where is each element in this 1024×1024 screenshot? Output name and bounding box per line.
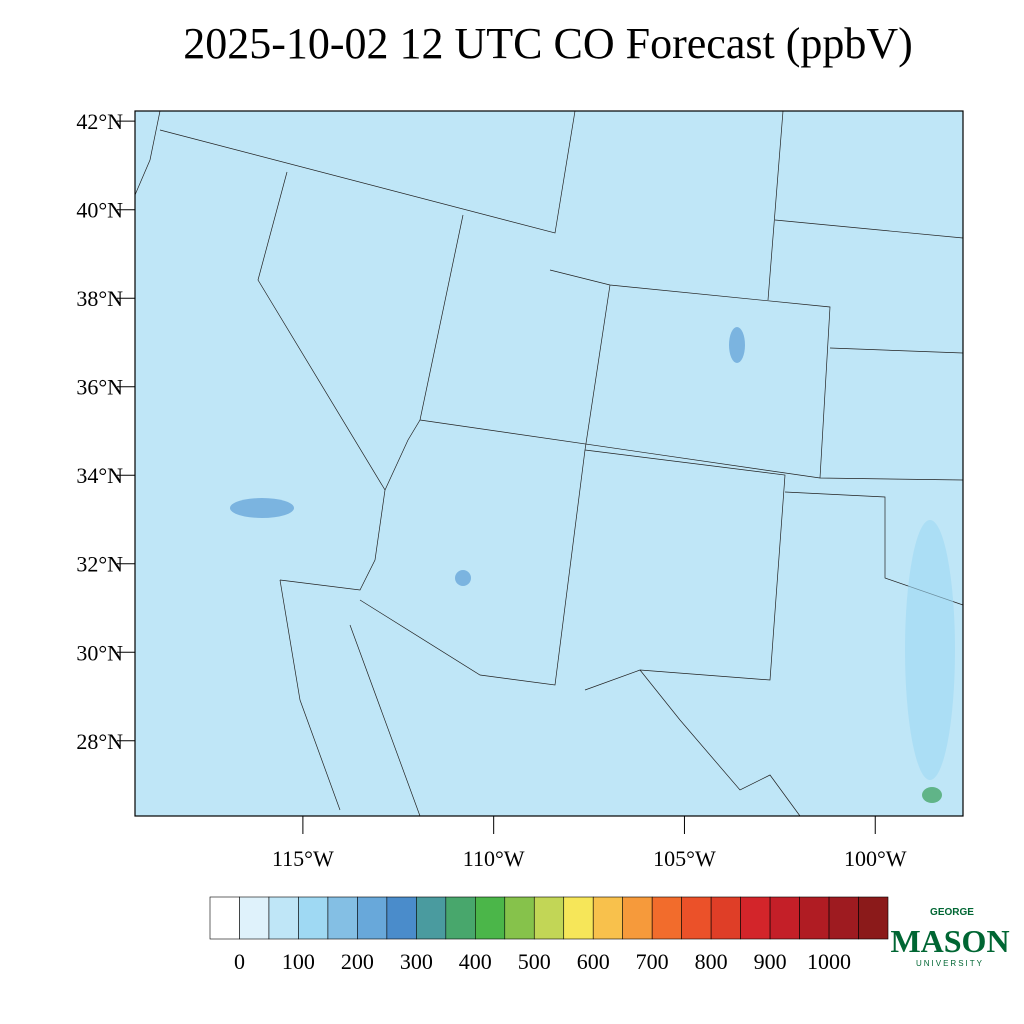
- colorbar-label: 300: [400, 949, 433, 974]
- colorbar-box: [681, 896, 712, 940]
- y-tick-label: 32°N: [76, 552, 123, 577]
- y-tick-label: 40°N: [76, 198, 123, 223]
- map-frame: [134, 110, 964, 817]
- colorbar-box: [858, 896, 889, 940]
- colorbar-label: 800: [695, 949, 728, 974]
- logo: GEORGE MASON UNIVERSITY: [890, 907, 1009, 968]
- colorbar-label: 400: [459, 949, 492, 974]
- colorbar-label: 600: [577, 949, 610, 974]
- colorbar-box: [209, 896, 240, 940]
- map-area: [135, 111, 963, 816]
- colorbar-label: 1000: [807, 949, 851, 974]
- colorbar-label: 700: [636, 949, 669, 974]
- x-tick-label: 110°W: [463, 846, 525, 871]
- y-tick-label: 28°N: [76, 729, 123, 754]
- y-tick-label: 38°N: [76, 286, 123, 311]
- colorbar-box: [740, 896, 771, 940]
- y-tick-label: 34°N: [76, 463, 123, 488]
- colorbar-label: 0: [234, 949, 245, 974]
- chart-title: 2025-10-02 12 UTC CO Forecast (ppbV): [183, 19, 913, 68]
- colorbar-box: [592, 896, 623, 940]
- y-tick-label: 42°N: [76, 109, 123, 134]
- x-tick-label: 105°W: [653, 846, 716, 871]
- colorbar-box: [445, 896, 476, 940]
- logo-main: MASON: [890, 923, 1009, 959]
- colorbar-box: [416, 896, 447, 940]
- colorbar-box: [828, 896, 859, 940]
- colorbar-box: [533, 896, 565, 940]
- colorbar-label: 200: [341, 949, 374, 974]
- colorbar-box: [563, 896, 594, 940]
- colorbar-box: [386, 896, 417, 940]
- colorbar-box: [710, 896, 741, 940]
- colorbar-box: [622, 896, 653, 940]
- colorbar-box: [769, 896, 800, 940]
- colorbar-label: 500: [518, 949, 551, 974]
- colorbar-box: [504, 896, 535, 940]
- colorbar-box: [327, 896, 358, 940]
- colorbar-box: [239, 896, 270, 940]
- x-tick-label: 115°W: [272, 846, 334, 871]
- colorbar-box: [651, 896, 682, 940]
- colorbar-box: [298, 896, 329, 940]
- colorbar-box: [357, 896, 388, 940]
- colorbar-label: 100: [282, 949, 315, 974]
- hotspots: [230, 327, 955, 803]
- colorbar-box: [268, 896, 299, 940]
- colorbar-box: [799, 896, 830, 940]
- colorbar-label: 900: [754, 949, 787, 974]
- x-tick-label: 100°W: [844, 846, 907, 871]
- logo-top: GEORGE: [930, 907, 974, 918]
- y-tick-label: 30°N: [76, 640, 123, 665]
- logo-bottom: UNIVERSITY: [916, 959, 984, 968]
- colorbar-box: [475, 896, 506, 940]
- borders: [134, 110, 964, 817]
- y-tick-label: 36°N: [76, 375, 123, 400]
